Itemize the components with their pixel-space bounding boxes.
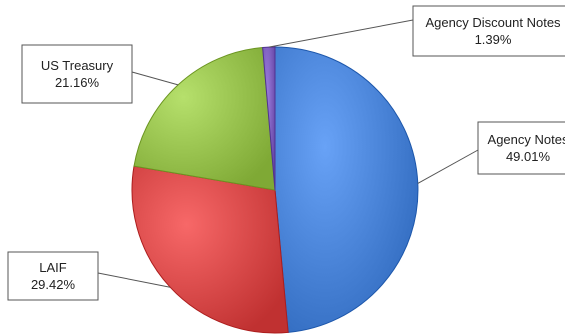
callout-value: 1.39% — [475, 32, 512, 47]
callout-label: Agency Notes — [488, 132, 565, 147]
pie-slice-laif — [131, 165, 289, 334]
callout-laif: LAIF 29.42% — [7, 251, 99, 301]
callout-label: US Treasury — [41, 58, 114, 73]
callout-box — [21, 44, 133, 104]
pie-slice-agency-notes — [274, 46, 419, 333]
pie-slices — [131, 46, 419, 334]
callout-agency-discount-notes: Agency Discount Notes 1.39% — [412, 5, 565, 57]
callout-box — [477, 121, 565, 175]
callout-box — [412, 5, 565, 57]
leader-line-agency-notes — [417, 149, 479, 184]
callouts: Agency Notes 49.01% LAIF 29.42% US Treasury 2… — [7, 5, 565, 301]
callout-label: LAIF — [39, 260, 67, 275]
callout-agency-notes: Agency Notes 49.01% — [477, 121, 565, 175]
callout-label: Agency Discount Notes — [425, 15, 561, 30]
leader-lines — [97, 19, 479, 288]
callout-box — [7, 251, 99, 301]
pie-slice-us-treasury — [133, 46, 276, 191]
callout-value: 29.42% — [31, 277, 76, 292]
callout-value: 21.16% — [55, 75, 100, 90]
callout-value: 49.01% — [506, 149, 551, 164]
callout-us-treasury: US Treasury 21.16% — [21, 44, 133, 104]
leader-line-agency-discount-notes — [268, 19, 414, 48]
leader-line-laif — [97, 272, 171, 288]
leader-line-us-treasury — [131, 71, 179, 86]
